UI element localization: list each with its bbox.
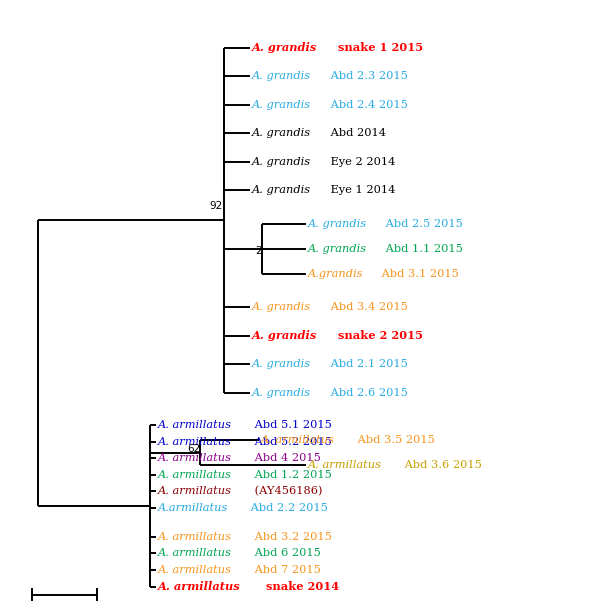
Text: Abd 2.4 2015: Abd 2.4 2015 [326,100,407,110]
Text: A. armillatus: A. armillatus [158,565,232,575]
Text: A.grandis: A.grandis [308,269,363,279]
Text: Abd 2.3 2015: Abd 2.3 2015 [326,71,407,81]
Text: Abd 3.1 2015: Abd 3.1 2015 [378,269,458,279]
Text: A. armillatus: A. armillatus [158,470,232,480]
Text: Abd 5.1 2015: Abd 5.1 2015 [251,420,332,430]
Text: A. armillatus: A. armillatus [158,581,241,592]
Text: Abd 2.6 2015: Abd 2.6 2015 [326,388,407,398]
Text: snake 1 2015: snake 1 2015 [334,42,423,53]
Text: A. armillatus: A. armillatus [158,532,232,541]
Text: A. armillatus: A. armillatus [158,436,232,447]
Text: A. grandis: A. grandis [308,244,367,254]
Text: Abd 2014: Abd 2014 [326,128,386,138]
Text: Abd 2.1 2015: Abd 2.1 2015 [326,359,407,369]
Text: 92: 92 [209,201,223,211]
Text: Abd 2.5 2015: Abd 2.5 2015 [382,219,463,229]
Text: Abd 1.2 2015: Abd 1.2 2015 [251,470,332,480]
Text: A. armillatus: A. armillatus [158,548,232,558]
Text: A. armillatus: A. armillatus [308,460,382,470]
Text: Abd 5.2 2015: Abd 5.2 2015 [251,436,332,447]
Text: Eye 1 2014: Eye 1 2014 [326,186,395,195]
Text: Abd 1.1 2015: Abd 1.1 2015 [382,244,463,254]
Text: Abd 2.2 2015: Abd 2.2 2015 [247,503,328,513]
Text: A.armillatus: A.armillatus [158,503,228,513]
Text: Abd 6 2015: Abd 6 2015 [251,548,321,558]
Text: A. grandis: A. grandis [252,330,317,341]
Text: Abd 4 2015: Abd 4 2015 [251,453,321,463]
Text: A. grandis: A. grandis [252,388,311,398]
Text: Abd 3.6 2015: Abd 3.6 2015 [401,460,482,470]
Text: A. grandis: A. grandis [252,186,311,195]
Text: snake 2014: snake 2014 [262,581,340,592]
Text: A. grandis: A. grandis [252,157,311,167]
Text: A. grandis: A. grandis [252,359,311,369]
Text: A. grandis: A. grandis [308,219,367,229]
Text: 62: 62 [187,444,200,454]
Text: A. grandis: A. grandis [252,71,311,81]
Text: A. grandis: A. grandis [252,302,311,312]
Text: 2: 2 [255,246,262,256]
Text: A. armillatus: A. armillatus [158,453,232,463]
Text: A. grandis: A. grandis [252,100,311,110]
Text: A. armillatus: A. armillatus [158,420,232,430]
Text: Abd 3.2 2015: Abd 3.2 2015 [251,532,332,541]
Text: Abd 3.5 2015: Abd 3.5 2015 [354,435,435,446]
Text: Abd 7 2015: Abd 7 2015 [251,565,321,575]
Text: A. armillatus: A. armillatus [260,435,335,446]
Text: snake 2 2015: snake 2 2015 [334,330,423,341]
Text: (AY456186): (AY456186) [251,486,323,497]
Text: Eye 2 2014: Eye 2 2014 [326,157,395,167]
Text: Abd 3.4 2015: Abd 3.4 2015 [326,302,407,312]
Text: A. grandis: A. grandis [252,42,317,53]
Text: A. grandis: A. grandis [252,128,311,138]
Text: A. armillatus: A. armillatus [158,486,232,497]
